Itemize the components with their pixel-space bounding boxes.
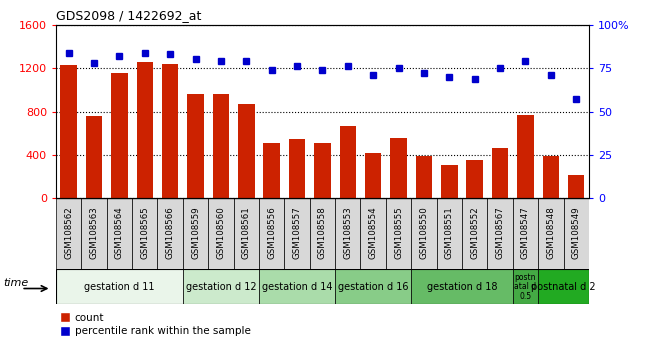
- Text: GSM108564: GSM108564: [115, 207, 124, 259]
- Text: GSM108552: GSM108552: [470, 207, 479, 259]
- FancyBboxPatch shape: [157, 198, 183, 269]
- Bar: [467, 160, 483, 198]
- FancyBboxPatch shape: [234, 198, 259, 269]
- FancyBboxPatch shape: [107, 198, 132, 269]
- Text: GSM108549: GSM108549: [572, 207, 581, 259]
- Bar: [340, 126, 356, 198]
- Bar: [517, 115, 534, 198]
- Bar: [162, 64, 178, 198]
- FancyBboxPatch shape: [411, 269, 513, 304]
- Text: postn
atal d
0.5: postn atal d 0.5: [515, 273, 536, 301]
- Text: GSM108550: GSM108550: [419, 207, 428, 259]
- Text: GSM108561: GSM108561: [241, 207, 251, 259]
- Bar: [86, 116, 102, 198]
- Text: GSM108563: GSM108563: [89, 207, 99, 259]
- Text: GSM108559: GSM108559: [191, 207, 200, 259]
- FancyBboxPatch shape: [132, 198, 157, 269]
- Bar: [390, 137, 407, 198]
- Bar: [61, 65, 77, 198]
- FancyBboxPatch shape: [513, 269, 538, 304]
- Bar: [365, 153, 382, 198]
- FancyBboxPatch shape: [56, 269, 183, 304]
- FancyBboxPatch shape: [411, 198, 437, 269]
- Text: postnatal d 2: postnatal d 2: [531, 282, 596, 292]
- Text: GSM108566: GSM108566: [166, 207, 174, 259]
- FancyBboxPatch shape: [513, 198, 538, 269]
- FancyBboxPatch shape: [462, 198, 488, 269]
- Bar: [263, 143, 280, 198]
- Bar: [543, 156, 559, 198]
- Text: GSM108547: GSM108547: [521, 207, 530, 259]
- Bar: [416, 156, 432, 198]
- FancyBboxPatch shape: [386, 198, 411, 269]
- Text: GSM108555: GSM108555: [394, 207, 403, 259]
- Legend: count, percentile rank within the sample: count, percentile rank within the sample: [61, 313, 251, 336]
- Text: GSM108558: GSM108558: [318, 207, 327, 259]
- Text: GSM108562: GSM108562: [64, 207, 73, 259]
- FancyBboxPatch shape: [259, 198, 284, 269]
- FancyBboxPatch shape: [208, 198, 234, 269]
- Text: gestation d 11: gestation d 11: [84, 282, 155, 292]
- Text: gestation d 14: gestation d 14: [262, 282, 332, 292]
- FancyBboxPatch shape: [310, 198, 335, 269]
- Bar: [136, 62, 153, 198]
- Text: gestation d 12: gestation d 12: [186, 282, 256, 292]
- Text: GSM108556: GSM108556: [267, 207, 276, 259]
- Text: GDS2098 / 1422692_at: GDS2098 / 1422692_at: [56, 9, 201, 22]
- Text: gestation d 18: gestation d 18: [427, 282, 497, 292]
- Bar: [289, 139, 305, 198]
- Text: GSM108548: GSM108548: [546, 207, 555, 259]
- FancyBboxPatch shape: [538, 269, 589, 304]
- Bar: [441, 165, 457, 198]
- FancyBboxPatch shape: [284, 198, 310, 269]
- Bar: [188, 94, 204, 198]
- FancyBboxPatch shape: [538, 198, 563, 269]
- Text: GSM108567: GSM108567: [495, 207, 505, 259]
- Text: time: time: [3, 278, 28, 288]
- Text: GSM108557: GSM108557: [293, 207, 301, 259]
- Text: GSM108554: GSM108554: [368, 207, 378, 259]
- FancyBboxPatch shape: [335, 198, 361, 269]
- Text: GSM108551: GSM108551: [445, 207, 454, 259]
- FancyBboxPatch shape: [563, 198, 589, 269]
- Bar: [314, 143, 331, 198]
- Bar: [568, 175, 584, 198]
- Text: GSM108553: GSM108553: [343, 207, 352, 259]
- Bar: [213, 94, 229, 198]
- FancyBboxPatch shape: [335, 269, 411, 304]
- Text: GSM108565: GSM108565: [140, 207, 149, 259]
- FancyBboxPatch shape: [56, 198, 82, 269]
- FancyBboxPatch shape: [82, 198, 107, 269]
- FancyBboxPatch shape: [259, 269, 335, 304]
- FancyBboxPatch shape: [361, 198, 386, 269]
- Bar: [238, 104, 255, 198]
- Text: gestation d 16: gestation d 16: [338, 282, 409, 292]
- Bar: [111, 73, 128, 198]
- FancyBboxPatch shape: [183, 198, 208, 269]
- Bar: [492, 148, 509, 198]
- FancyBboxPatch shape: [183, 269, 259, 304]
- FancyBboxPatch shape: [437, 198, 462, 269]
- Text: GSM108560: GSM108560: [216, 207, 226, 259]
- FancyBboxPatch shape: [488, 198, 513, 269]
